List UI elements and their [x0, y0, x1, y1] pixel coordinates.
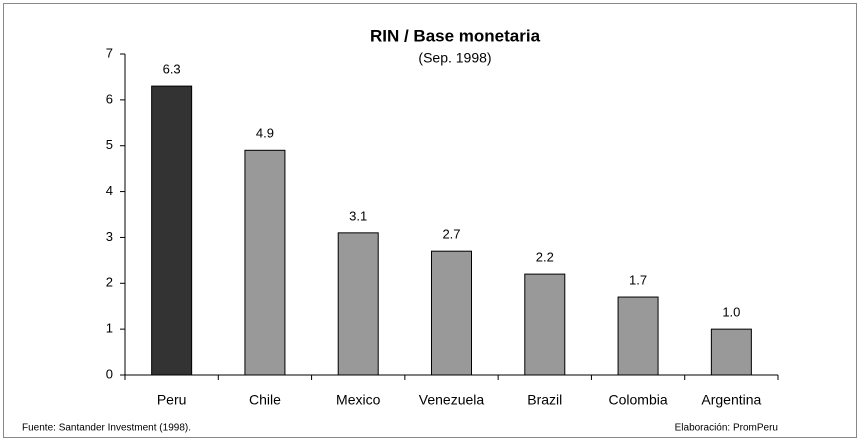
x-tick-label: Argentina	[701, 392, 761, 408]
source-note: Fuente: Santander Investment (1998).	[22, 423, 191, 434]
bar	[710, 328, 752, 376]
data-label: 3.1	[349, 208, 367, 223]
bar	[524, 273, 566, 376]
y-tick-label: 4	[106, 183, 113, 198]
y-tick-label: 7	[106, 45, 113, 60]
x-tick-label: Chile	[249, 392, 281, 408]
y-tick-label: 6	[106, 91, 113, 106]
data-label: 6.3	[163, 62, 181, 77]
y-tick-label: 0	[106, 366, 113, 381]
y-tick-label: 1	[106, 321, 113, 336]
x-tick-label: Mexico	[336, 392, 381, 408]
bar	[431, 250, 472, 376]
y-tick-label: 5	[106, 137, 113, 152]
x-tick-label: Colombia	[609, 392, 668, 408]
chart-title: RIN / Base monetaria	[370, 26, 541, 45]
data-label: 1.7	[629, 272, 647, 287]
x-tick-label: Peru	[157, 392, 187, 408]
y-tick-label: 2	[106, 275, 113, 290]
data-label: 2.2	[536, 250, 554, 265]
data-label: 1.0	[722, 305, 740, 320]
bar	[337, 232, 379, 376]
bar	[244, 149, 286, 376]
bar	[151, 85, 193, 376]
credit-note: Elaboración: PromPeru	[675, 423, 778, 434]
data-label: 4.9	[256, 126, 274, 141]
data-label: 2.7	[442, 227, 460, 242]
x-tick-label: Brazil	[527, 392, 562, 408]
chart-subtitle: (Sep. 1998)	[418, 50, 491, 66]
y-tick-label: 3	[106, 229, 113, 244]
x-tick-label: Venezuela	[419, 392, 485, 408]
bar	[617, 296, 659, 376]
